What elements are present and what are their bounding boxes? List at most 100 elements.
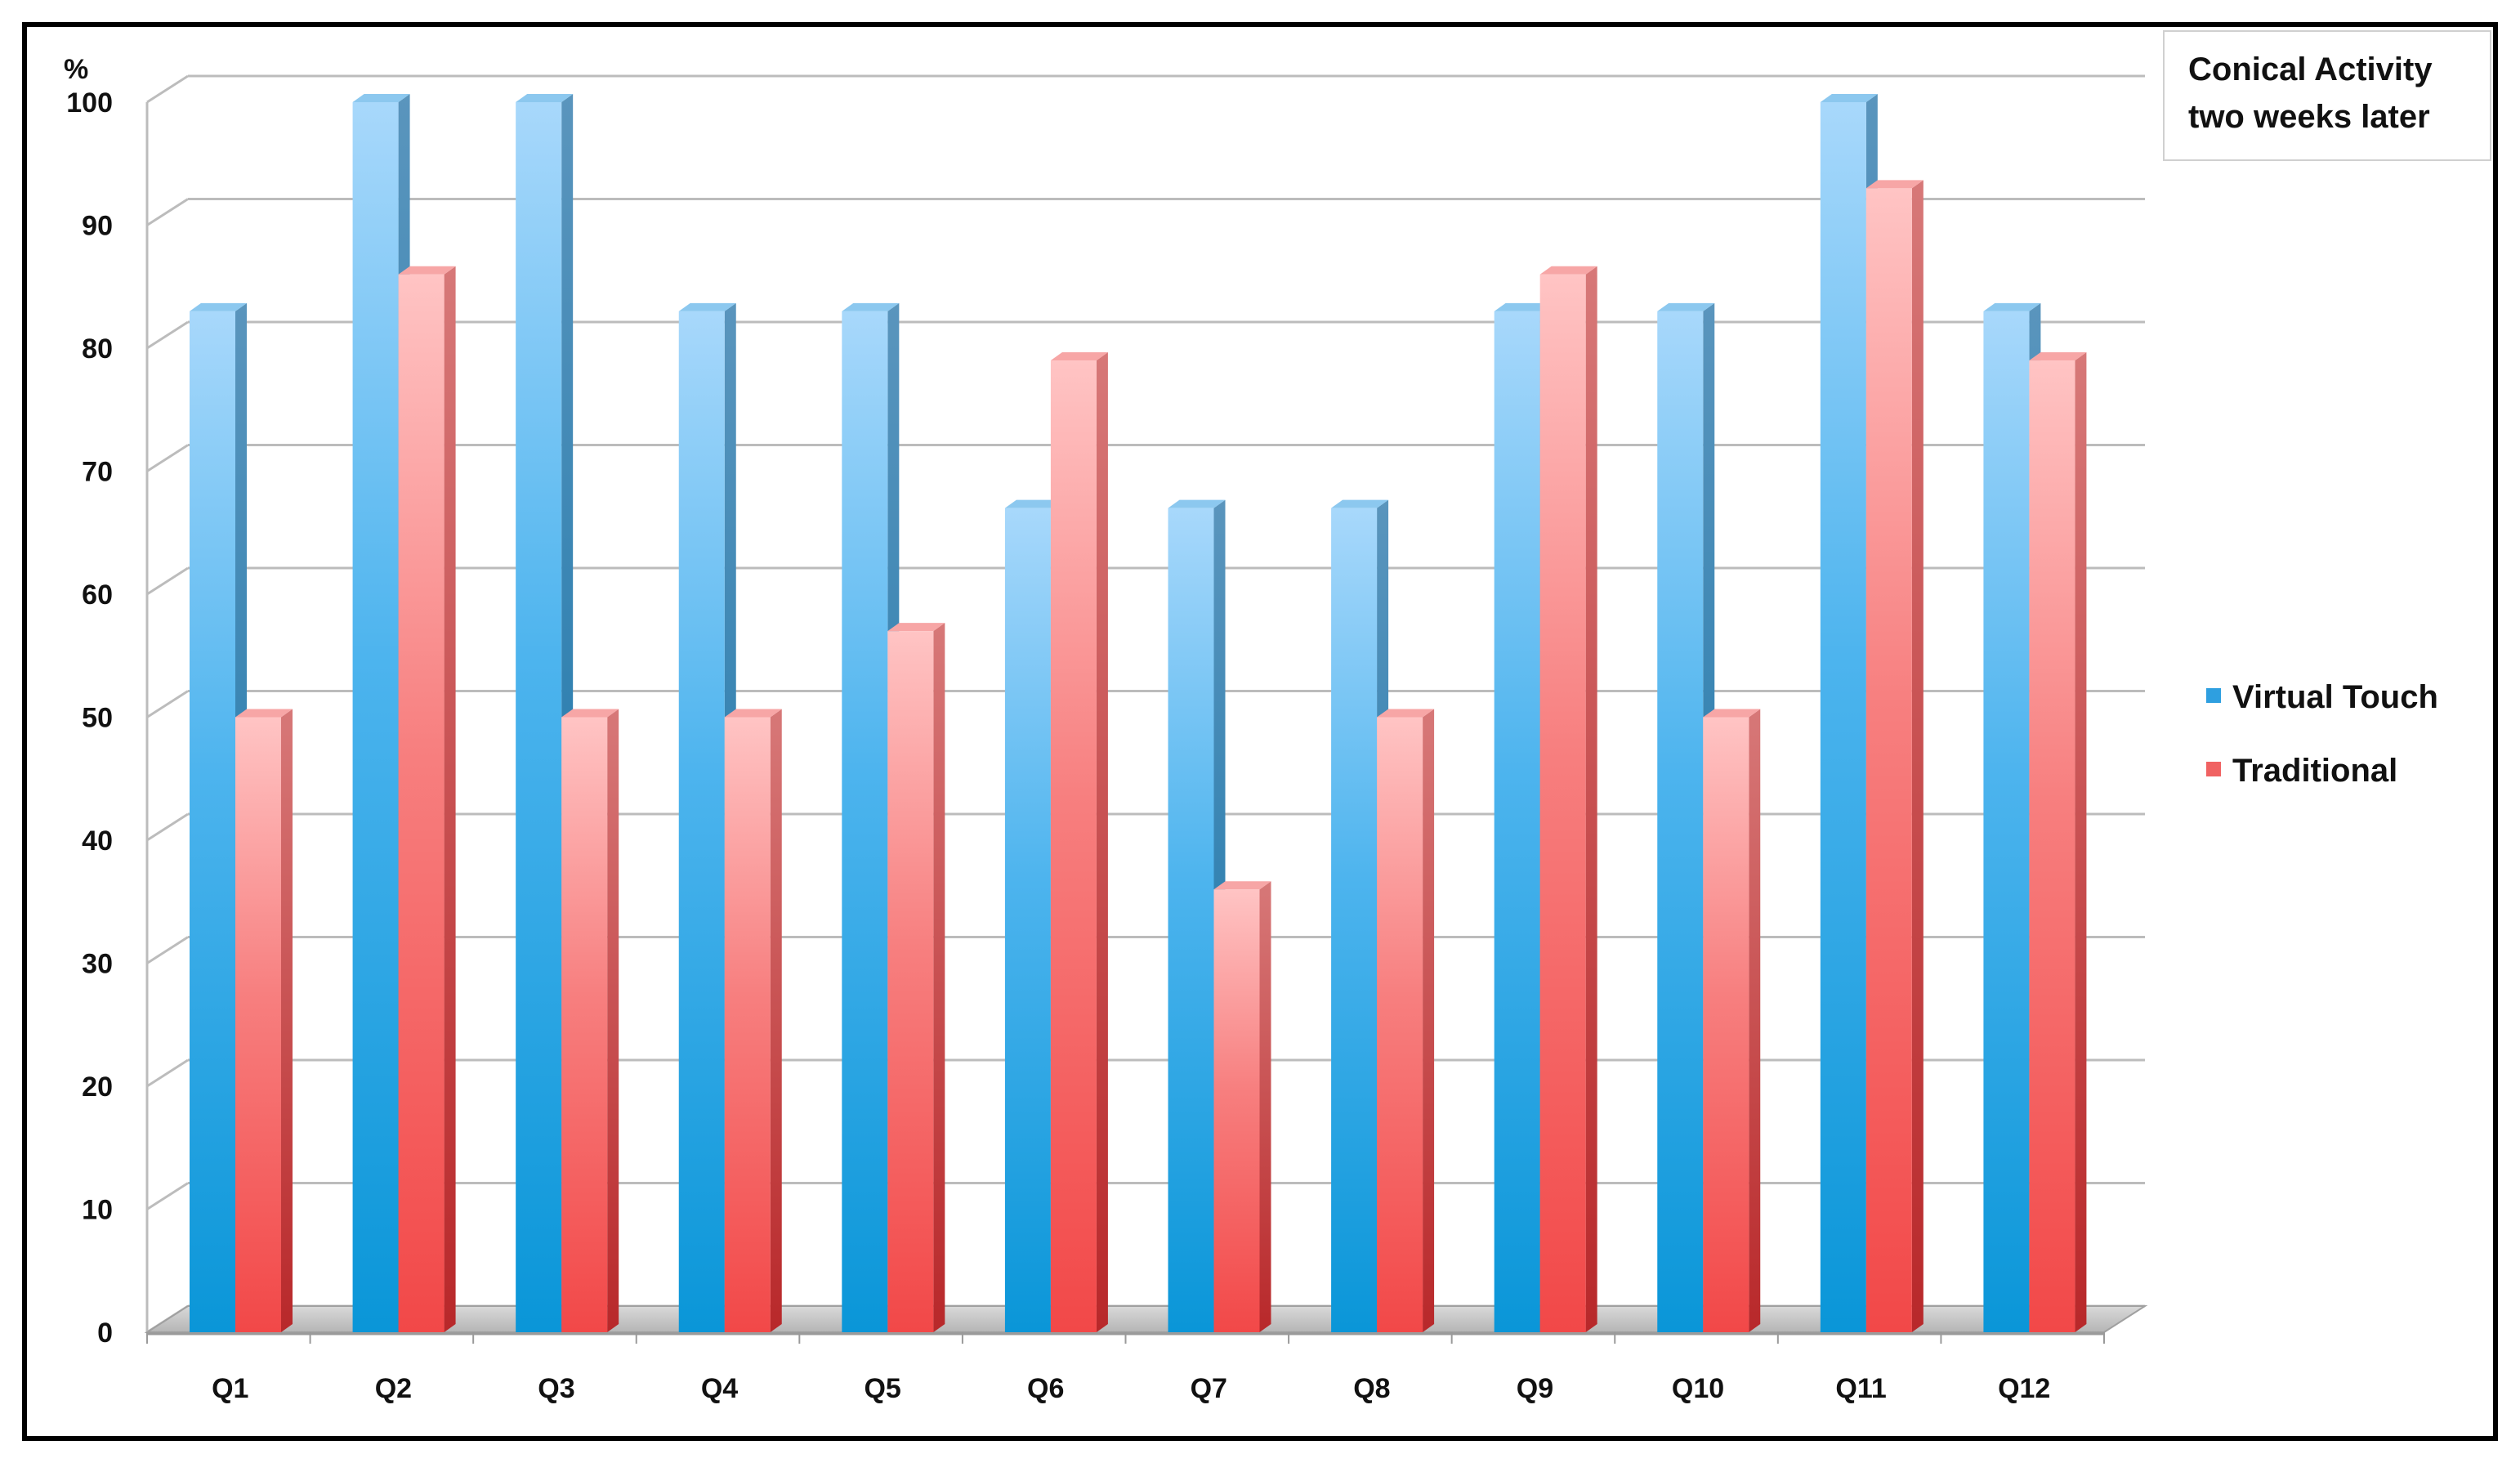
bar-front [1657, 311, 1704, 1333]
bar-traditional-q6 [1050, 352, 1108, 1332]
bar-top [352, 94, 410, 102]
y-tick-label: 100 [66, 87, 113, 119]
y-tick-label: 20 [82, 1072, 113, 1103]
gridline-side [146, 812, 189, 842]
bar-traditional-q1 [235, 709, 293, 1332]
bar-front [1331, 508, 1378, 1332]
gridline-side [146, 198, 189, 226]
y-axis: 0 10 20 30 40 50 60 70 80 90 100 [66, 87, 113, 1349]
bar-top [724, 709, 782, 718]
bar-top [1983, 302, 2041, 311]
bar-top [1703, 709, 1761, 718]
y-tick-label: 0 [97, 1318, 113, 1349]
bar-front [1703, 717, 1749, 1332]
bar-front [1050, 360, 1097, 1332]
gridline-side [146, 566, 189, 596]
bar-side [444, 266, 456, 1333]
bar-top [190, 302, 247, 311]
x-tick-label: Q11 [1835, 1373, 1886, 1404]
x-tick-label: Q4 [701, 1373, 738, 1404]
bar-side [1911, 180, 1924, 1333]
bar-traditional-q10 [1703, 709, 1761, 1332]
x-tick-label: Q5 [864, 1373, 900, 1404]
bar-front [1539, 274, 1586, 1333]
bar-front [887, 631, 934, 1332]
bar-front [1004, 508, 1051, 1332]
bar-side [281, 709, 293, 1332]
bar-front [1377, 717, 1423, 1332]
y-tick-label: 30 [82, 949, 113, 980]
bar-top [1539, 266, 1597, 275]
gridline-side [146, 444, 189, 472]
bar-side [1423, 709, 1435, 1332]
bar-top [1168, 499, 1226, 508]
bar-top [1377, 709, 1435, 718]
bar-front [352, 102, 399, 1332]
y-tick-label: 70 [82, 457, 113, 488]
bars [190, 94, 2087, 1333]
bar-front [1983, 311, 2030, 1333]
bar-top [1657, 302, 1715, 311]
gridlines [145, 74, 2145, 1334]
bar-top [1865, 180, 1924, 189]
bar-top [1050, 352, 1108, 361]
chart-border [22, 22, 2498, 1441]
chart-title-line-2: two weeks later [2188, 99, 2430, 135]
bar-top [1331, 499, 1389, 508]
bar-top [1820, 94, 1878, 102]
bar-front [724, 717, 771, 1332]
bar-traditional-q11 [1865, 180, 1924, 1333]
gridline-side [146, 74, 189, 104]
y-tick-label: 10 [82, 1195, 113, 1226]
bar-front [398, 274, 445, 1333]
bar-traditional-q4 [724, 709, 782, 1332]
bar-front [1168, 508, 1214, 1332]
x-tick-label: Q10 [1672, 1373, 1724, 1404]
bar-top [887, 623, 945, 632]
bar-front [1213, 889, 1260, 1332]
chart-title-line-1: Conical Activity [2188, 51, 2433, 87]
bar-side [607, 709, 619, 1332]
x-tick-label: Q8 [1353, 1373, 1390, 1404]
bar-front [516, 102, 562, 1332]
x-tick-label: Q12 [1998, 1373, 2050, 1404]
bar-side [933, 623, 945, 1332]
title-box [2163, 30, 2491, 161]
x-tick-label: Q3 [538, 1373, 574, 1404]
bar-side [1585, 266, 1597, 1333]
bar-traditional-q7 [1213, 881, 1271, 1332]
y-axis-label: % [64, 54, 88, 85]
gridline-side [146, 1182, 189, 1210]
x-tick-label: Q7 [1191, 1373, 1227, 1404]
legend-label-virtual-touch: Virtual Touch [2232, 679, 2438, 715]
gridline-side [146, 690, 189, 718]
bar-front [678, 311, 725, 1333]
bar-top [2029, 352, 2087, 361]
bar-side [1096, 352, 1108, 1332]
bar-top [516, 94, 574, 102]
bar-side [1749, 709, 1761, 1332]
bar-top [561, 709, 619, 718]
bar-traditional-q3 [561, 709, 619, 1332]
bar-traditional-q2 [398, 266, 456, 1333]
bar-top [1004, 499, 1062, 508]
bar-side [2075, 352, 2087, 1332]
bar-front [842, 311, 888, 1333]
bar-top [398, 266, 456, 275]
bar-front [1494, 311, 1540, 1333]
bar-front [1865, 188, 1912, 1333]
bar-traditional-q12 [2029, 352, 2087, 1332]
bar-traditional-q9 [1539, 266, 1597, 1333]
bar-side [1259, 881, 1271, 1332]
x-tick-label: Q6 [1027, 1373, 1064, 1404]
x-tick-label: Q1 [212, 1373, 248, 1404]
bar-front [190, 311, 235, 1333]
y-tick-label: 90 [82, 211, 113, 242]
bar-traditional-q5 [887, 623, 945, 1332]
bar-traditional-q8 [1377, 709, 1435, 1332]
bar-top [1494, 302, 1552, 311]
bar-front [1820, 102, 1866, 1332]
x-tick-label: Q2 [375, 1373, 412, 1404]
